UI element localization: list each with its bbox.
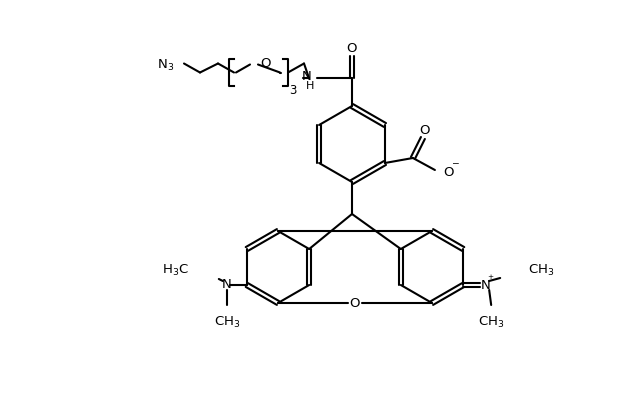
Text: H$_3$C: H$_3$C: [162, 262, 189, 277]
Text: 3: 3: [289, 84, 297, 97]
Text: O: O: [443, 166, 453, 179]
Text: CH$_3$: CH$_3$: [214, 314, 240, 329]
Text: N: N: [302, 69, 312, 82]
Text: N: N: [222, 278, 232, 291]
Text: $^{-}$: $^{-}$: [451, 160, 460, 173]
Text: N: N: [480, 279, 490, 292]
Text: H: H: [306, 81, 314, 91]
Text: N$_3$: N$_3$: [157, 58, 174, 73]
Text: CH$_3$: CH$_3$: [528, 262, 555, 277]
Text: $^{+}$: $^{+}$: [488, 273, 495, 283]
Text: O: O: [420, 124, 430, 137]
Text: O: O: [349, 297, 360, 310]
Text: O: O: [260, 57, 271, 70]
Text: CH$_3$: CH$_3$: [478, 314, 504, 329]
Text: O: O: [347, 43, 357, 55]
